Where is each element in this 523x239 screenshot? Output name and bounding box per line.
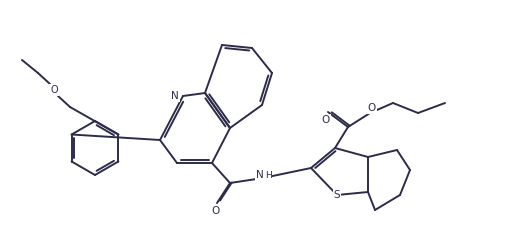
Text: H: H (265, 170, 271, 179)
Text: N: N (256, 170, 264, 180)
Text: O: O (211, 206, 219, 216)
Text: S: S (334, 190, 340, 200)
Text: N: N (171, 91, 179, 101)
Text: O: O (50, 85, 58, 95)
Text: O: O (322, 115, 330, 125)
Text: O: O (368, 103, 376, 113)
